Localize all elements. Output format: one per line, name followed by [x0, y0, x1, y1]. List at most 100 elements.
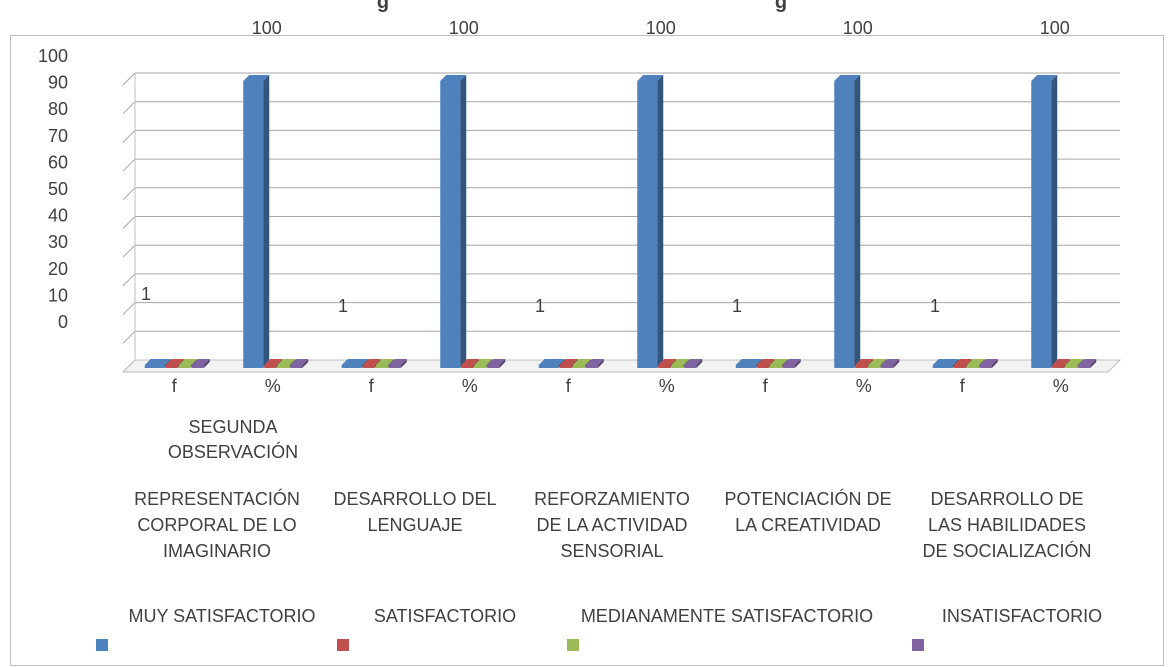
group-label: POTENCIACIÓN DE: [724, 488, 891, 509]
bar-side: [794, 359, 801, 368]
bar-side: [854, 75, 861, 368]
bar-top: [290, 359, 309, 365]
y-tick-label: 50: [48, 179, 68, 199]
title-fragment: g: [775, 0, 787, 13]
group-label: REPRESENTACIÓN: [134, 488, 300, 509]
legend-swatch: [337, 639, 349, 651]
gridline-side: [122, 158, 136, 172]
bar-front: [572, 365, 585, 368]
bar-top: [362, 359, 381, 365]
bar-side: [696, 359, 703, 368]
bar-front: [671, 365, 684, 368]
bar-muy-satisfactorio-7: [834, 75, 861, 368]
bar-side: [657, 75, 664, 368]
bar-front: [684, 365, 697, 368]
bar-insatisfactorio-2: [388, 359, 407, 368]
bar-front: [881, 365, 894, 368]
bar-insatisfactorio-5: [684, 359, 703, 368]
bar-front: [769, 365, 782, 368]
bar-front: [243, 81, 264, 368]
bar-front: [932, 365, 953, 368]
data-label-1: 1: [338, 296, 348, 316]
bar-front: [834, 81, 855, 368]
gridline-side: [122, 187, 136, 201]
super-category-label: OBSERVACIÓN: [168, 441, 298, 462]
bar-front: [277, 365, 290, 368]
bar-front: [487, 365, 500, 368]
bar-muy-satisfactorio-5: [637, 75, 664, 368]
bar-top: [735, 359, 762, 365]
bar-muy-satisfactorio-3: [440, 75, 467, 368]
bar-top: [264, 359, 283, 365]
bar-front: [191, 365, 204, 368]
gridline-side: [122, 244, 136, 258]
bar-top: [341, 359, 368, 365]
bar-insatisfactorio-8: [979, 359, 998, 368]
x-sub-label: %: [659, 376, 675, 396]
bar-top: [782, 359, 801, 365]
group-label: DE LA ACTIVIDAD: [536, 515, 687, 535]
x-sub-label: f: [369, 376, 375, 396]
x-sub-label: f: [763, 376, 769, 396]
bar-front: [559, 365, 572, 368]
bar-side: [597, 359, 604, 368]
bar-top: [440, 75, 467, 81]
legend-label: MUY SATISFACTORIO: [128, 606, 315, 626]
bar-side: [263, 75, 270, 368]
gridline-side: [122, 72, 136, 86]
bar-front: [341, 365, 362, 368]
y-tick-label: 60: [48, 152, 68, 172]
bar-front: [178, 365, 191, 368]
bar-muy-satisfactorio-9: [1031, 75, 1058, 368]
bar-top: [834, 75, 861, 81]
bar-front: [735, 365, 756, 368]
bar-top: [375, 359, 394, 365]
bar-front: [461, 365, 474, 368]
bar-side: [400, 359, 407, 368]
bar-top: [538, 359, 565, 365]
group-label: LAS HABILIDADES: [928, 515, 1086, 535]
data-label-1: 1: [535, 296, 545, 316]
y-tick-label: 80: [48, 99, 68, 119]
super-category-label: SEGUNDA: [188, 417, 277, 437]
legend-swatch: [567, 639, 579, 651]
bar-top: [487, 359, 506, 365]
bar-side: [499, 359, 506, 368]
data-label-100: 100: [843, 18, 873, 38]
bar-front: [264, 365, 277, 368]
bar-side: [203, 359, 210, 368]
bar-top: [1065, 359, 1084, 365]
bar-top: [868, 359, 887, 365]
bar-top: [165, 359, 184, 365]
bar-side: [1051, 75, 1058, 368]
gridline-side: [122, 101, 136, 115]
group-label: REFORZAMIENTO: [534, 489, 690, 509]
bar-top: [178, 359, 197, 365]
y-tick-label: 70: [48, 126, 68, 146]
group-label: IMAGINARIO: [163, 541, 271, 561]
bar-front: [1031, 81, 1052, 368]
bar-top: [671, 359, 690, 365]
bar-front: [979, 365, 992, 368]
legend-swatch: [96, 639, 108, 651]
bar-insatisfactorio-1: [290, 359, 309, 368]
bar-side: [302, 359, 309, 368]
bar-top: [658, 359, 677, 365]
gridline-side: [122, 302, 136, 315]
bar-top: [277, 359, 296, 365]
group-label: DESARROLLO DEL: [333, 489, 496, 509]
bar-front: [782, 365, 795, 368]
y-tick-label: 0: [58, 312, 68, 332]
legend-label: INSATISFACTORIO: [942, 606, 1102, 626]
x-sub-label: f: [566, 376, 572, 396]
bar-top: [1031, 75, 1058, 81]
y-tick-label: 40: [48, 206, 68, 226]
bar-top: [572, 359, 591, 365]
bar-front: [966, 365, 979, 368]
bar-top: [684, 359, 703, 365]
gridline-side: [122, 216, 136, 229]
legend-swatch: [912, 639, 924, 651]
bar-insatisfactorio-0: [191, 359, 210, 368]
